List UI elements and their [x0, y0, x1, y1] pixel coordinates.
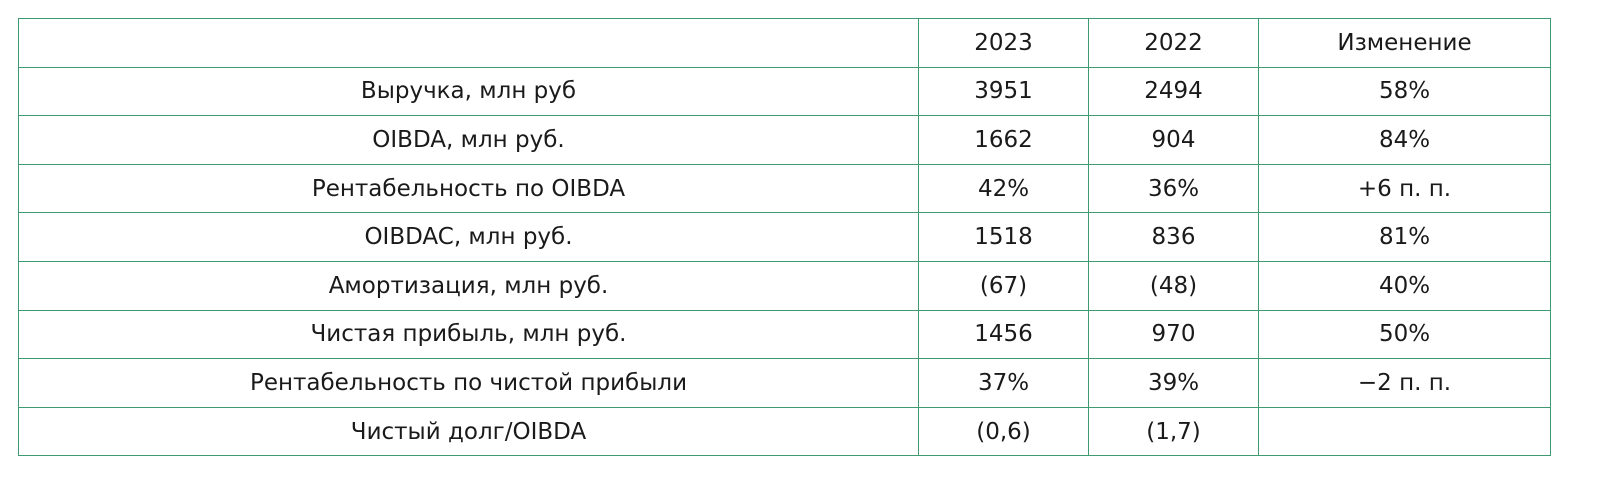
data-cell: 40%	[1258, 260, 1551, 311]
data-cell: 1518	[918, 212, 1089, 262]
row-label: Чистая прибыль, млн руб.	[18, 309, 919, 360]
data-row: Выручка, млн руб 3951 2494 58%	[18, 66, 1551, 117]
table-body: 2023 2022 Изменение Выручка, млн руб 3951 249…	[18, 18, 1551, 457]
data-cell: (48)	[1088, 260, 1259, 311]
data-cell: 2494	[1088, 66, 1259, 117]
row-label: Чистый долг/OIBDA	[18, 406, 919, 457]
data-row: OIBDA, млн руб. 1662 904 84%	[18, 115, 1551, 165]
row-label: Рентабельность по OIBDA	[18, 163, 919, 214]
row-label: Выручка, млн руб	[18, 66, 919, 117]
data-cell: 1662	[918, 115, 1089, 165]
data-cell: (0,6)	[918, 406, 1089, 457]
header-cell: Изменение	[1258, 18, 1551, 68]
row-label: Амортизация, млн руб.	[18, 260, 919, 311]
row-label: OIBDAC, млн руб.	[18, 212, 919, 262]
data-cell: 42%	[918, 163, 1089, 214]
data-cell: 84%	[1258, 115, 1551, 165]
header-row: 2023 2022 Изменение	[18, 18, 1551, 68]
data-row: Чистый долг/OIBDA (0,6) (1,7)	[18, 406, 1551, 457]
data-cell: 3951	[918, 66, 1089, 117]
data-cell: 50%	[1258, 309, 1551, 360]
data-cell: −2 п. п.	[1258, 358, 1551, 408]
financial-table: 2023 2022 Изменение Выручка, млн руб 3951 249…	[18, 18, 1551, 457]
row-label: Рентабельность по чистой прибыли	[18, 358, 919, 408]
data-cell: +6 п. п.	[1258, 163, 1551, 214]
data-row: Амортизация, млн руб. (67) (48) 40%	[18, 260, 1551, 311]
data-cell: 36%	[1088, 163, 1259, 214]
data-cell: 58%	[1258, 66, 1551, 117]
row-label: OIBDA, млн руб.	[18, 115, 919, 165]
data-cell: (67)	[918, 260, 1089, 311]
data-row: Рентабельность по OIBDA 42% 36% +6 п. п.	[18, 163, 1551, 214]
data-cell: 904	[1088, 115, 1259, 165]
header-cell: 2023	[918, 18, 1089, 68]
data-row: Рентабельность по чистой прибыли 37% 39% −2…	[18, 358, 1551, 408]
data-row: OIBDAC, млн руб. 1518 836 81%	[18, 212, 1551, 262]
data-cell: 970	[1088, 309, 1259, 360]
data-row: Чистая прибыль, млн руб. 1456 970 50%	[18, 309, 1551, 360]
data-cell: 836	[1088, 212, 1259, 262]
data-cell: 81%	[1258, 212, 1551, 262]
data-cell: 39%	[1088, 358, 1259, 408]
data-cell	[1258, 406, 1551, 457]
data-cell: 1456	[918, 309, 1089, 360]
header-cell	[18, 18, 919, 68]
data-cell: (1,7)	[1088, 406, 1259, 457]
data-cell: 37%	[918, 358, 1089, 408]
header-cell: 2022	[1088, 18, 1259, 68]
